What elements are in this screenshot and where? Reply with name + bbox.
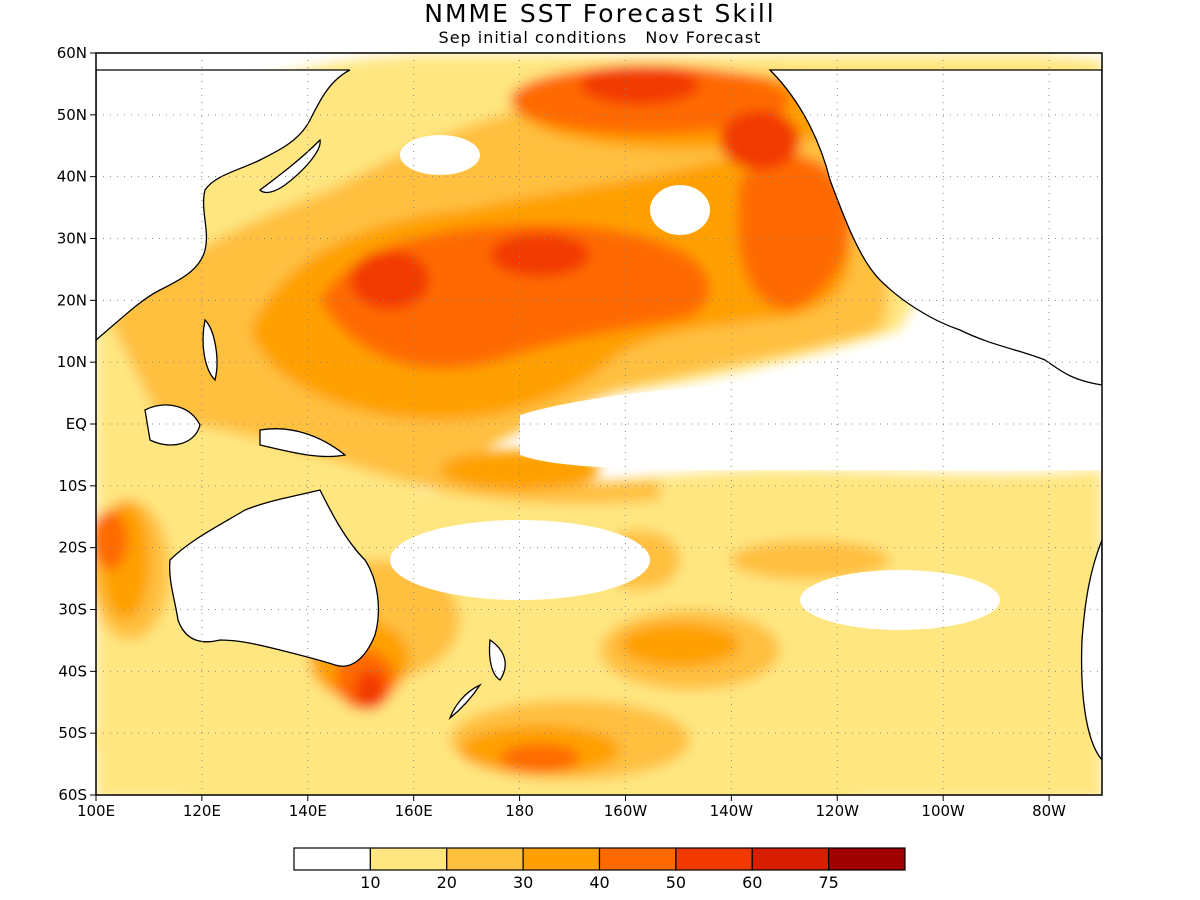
colorbar-swatch <box>751 847 830 871</box>
colorbar-label: 40 <box>589 873 609 892</box>
lon-tick-label: 120E <box>183 802 221 820</box>
colorbar: 10 20 30 40 50 60 75 <box>293 847 906 892</box>
colorbar-swatch <box>369 847 448 871</box>
lat-tick-label: 20N <box>57 291 87 309</box>
coastlines <box>96 69 1102 762</box>
axis-ticks: 60N50N40N30N20N10NEQ10S20S30S40S50S60S10… <box>57 44 1066 820</box>
lon-tick-label: 120W <box>816 802 860 820</box>
new-zealand-south <box>448 683 482 721</box>
lat-tick-label: EQ <box>66 415 87 433</box>
gridlines <box>96 53 1102 795</box>
lon-tick-label: 80W <box>1032 802 1066 820</box>
colorbar-label: 10 <box>360 873 380 892</box>
colorbar-label: 75 <box>818 873 838 892</box>
colorbar-swatch <box>598 847 677 871</box>
colorbar-swatch <box>522 847 601 871</box>
philippines <box>202 318 218 382</box>
lat-tick-label: 40S <box>58 662 87 680</box>
colorbar-swatch <box>828 847 906 871</box>
lon-tick-label: 140E <box>289 802 327 820</box>
colorbar-label: 20 <box>437 873 457 892</box>
new-zealand-north <box>488 638 506 681</box>
skill-band-50-60 <box>350 65 1100 710</box>
australia <box>168 489 380 667</box>
borneo <box>144 404 201 446</box>
japan <box>259 138 321 194</box>
colorbar-label: 50 <box>666 873 686 892</box>
lon-tick-label: 180 <box>505 802 534 820</box>
low-skill-areas <box>390 135 1102 630</box>
south-america-coast <box>1080 539 1102 762</box>
new-guinea <box>259 428 347 458</box>
lon-tick-label: 100W <box>921 802 965 820</box>
lon-tick-label: 140W <box>710 802 754 820</box>
lat-tick-label: 50S <box>58 724 87 742</box>
lat-tick-label: 10S <box>58 477 87 495</box>
colorbar-label: 60 <box>742 873 762 892</box>
lat-tick-label: 40N <box>57 168 87 186</box>
colorbar-swatch <box>293 847 371 871</box>
north-america-coast <box>768 69 1102 386</box>
lat-tick-label: 30S <box>58 601 87 619</box>
lat-tick-label: 60S <box>58 786 87 804</box>
lat-tick-label: 20S <box>58 539 87 557</box>
lon-tick-label: 100E <box>77 802 115 820</box>
lon-tick-label: 160E <box>395 802 433 820</box>
lat-tick-label: 30N <box>57 230 87 248</box>
asia-coast <box>96 69 351 341</box>
colorbar-swatch <box>446 847 524 871</box>
map-title: NMME SST Forecast Skill <box>424 0 776 28</box>
colorbar-swatch <box>675 847 753 871</box>
lat-tick-label: 10N <box>57 353 87 371</box>
colorbar-label: 30 <box>513 873 533 892</box>
map-subtitle: Sep initial conditions Nov Forecast <box>438 28 762 47</box>
lat-tick-label: 60N <box>57 44 87 62</box>
lon-tick-label: 160W <box>604 802 648 820</box>
lat-tick-label: 50N <box>57 106 87 124</box>
